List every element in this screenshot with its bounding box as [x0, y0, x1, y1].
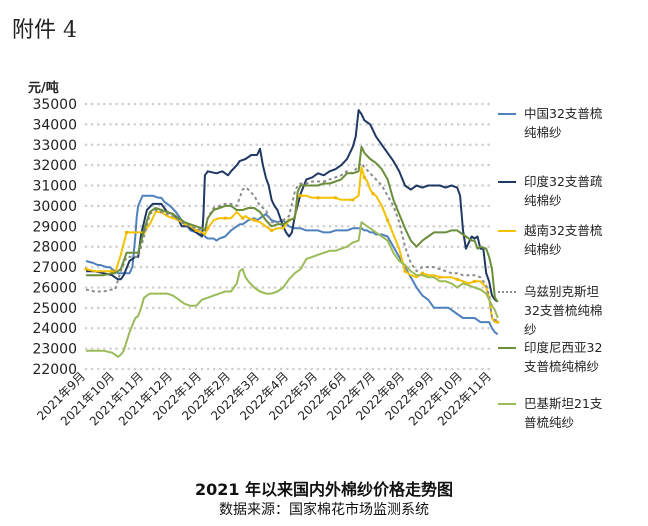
y-tick-label: 22000 — [32, 362, 77, 378]
legend-label: 巴基斯坦21支 普梳纯纱 — [524, 396, 603, 430]
y-axis-ticks: 22000 23000 24000 25000 26000 27000 28000 29000… — [32, 97, 77, 378]
series-line-vietnam — [85, 166, 498, 324]
series-marker-vietnam — [252, 218, 256, 222]
y-tick-label: 31000 — [32, 179, 77, 195]
series-marker-vietnam — [206, 226, 210, 230]
series-marker-vietnam — [333, 196, 337, 200]
series-marker-vietnam — [496, 320, 500, 324]
series-marker-vietnam — [270, 228, 274, 232]
y-tick-label: 24000 — [32, 321, 77, 337]
series-marker-vietnam — [362, 175, 366, 179]
y-tick-label: 30000 — [32, 199, 77, 215]
series-marker-vietnam — [371, 192, 375, 196]
series-line-china — [85, 194, 499, 336]
legend-swatch — [498, 403, 516, 405]
y-tick-label: 32000 — [32, 158, 77, 174]
series-marker-vietnam — [125, 230, 129, 234]
y-axis-label: 元/吨 — [28, 80, 59, 96]
legend-swatch — [498, 230, 516, 232]
chart-title: 2021 年以来国内外棉纱价格走势图 — [194, 480, 454, 499]
y-tick-label: 25000 — [32, 301, 77, 317]
series-marker-vietnam — [299, 194, 303, 198]
data-source: 数据来源：国家棉花市场监测系统 — [219, 502, 429, 518]
series-marker-vietnam — [403, 269, 407, 273]
series-marker-vietnam — [473, 279, 477, 283]
series-line-indonesia — [86, 145, 499, 303]
y-tick-label: 28000 — [32, 240, 77, 256]
series-marker-vietnam — [455, 277, 459, 281]
series-marker-vietnam — [316, 196, 320, 200]
series-line-pakistan — [86, 221, 499, 358]
y-tick-label: 23000 — [32, 342, 77, 358]
series-marker-vietnam — [351, 198, 355, 202]
y-tick-label: 26000 — [32, 280, 77, 296]
series-marker-vietnam — [241, 216, 245, 220]
legend-label: 越南32支普梳 纯棉纱 — [524, 223, 603, 257]
legend-swatch — [498, 347, 516, 349]
legend-swatch — [498, 113, 516, 115]
y-tick-label: 35000 — [32, 97, 77, 113]
y-tick-label: 27000 — [32, 260, 77, 276]
series-marker-vietnam — [84, 267, 88, 271]
series-line-uzbekistan — [85, 162, 498, 322]
attachment-label: 附件 4 — [12, 18, 77, 43]
legend-label: 乌兹别克斯坦 32支普梳纯棉 纱 — [524, 284, 603, 337]
series-marker-vietnam — [223, 216, 227, 220]
series-marker-vietnam — [194, 228, 198, 232]
y-tick-label: 29000 — [32, 219, 77, 235]
series-marker-vietnam — [438, 275, 442, 279]
series-marker-vietnam — [110, 269, 114, 273]
series-lines — [84, 109, 500, 358]
legend-label: 印度尼西亚32 支普梳纯棉纱 — [524, 340, 603, 374]
gridlines — [84, 102, 494, 371]
series-marker-vietnam — [420, 271, 424, 275]
x-axis-ticks: 2021年9月2021年10月2021年11月2021年12月2022年1月20… — [34, 369, 494, 428]
legend-swatch — [498, 291, 516, 293]
legend-label: 中国32支普梳 纯棉纱 — [524, 106, 603, 140]
y-tick-label: 34000 — [32, 117, 77, 133]
series-marker-vietnam — [386, 218, 390, 222]
y-tick-label: 33000 — [32, 138, 77, 154]
legend-swatch — [498, 181, 516, 183]
legend-label: 印度32支普疏 纯棉纱 — [524, 174, 603, 208]
